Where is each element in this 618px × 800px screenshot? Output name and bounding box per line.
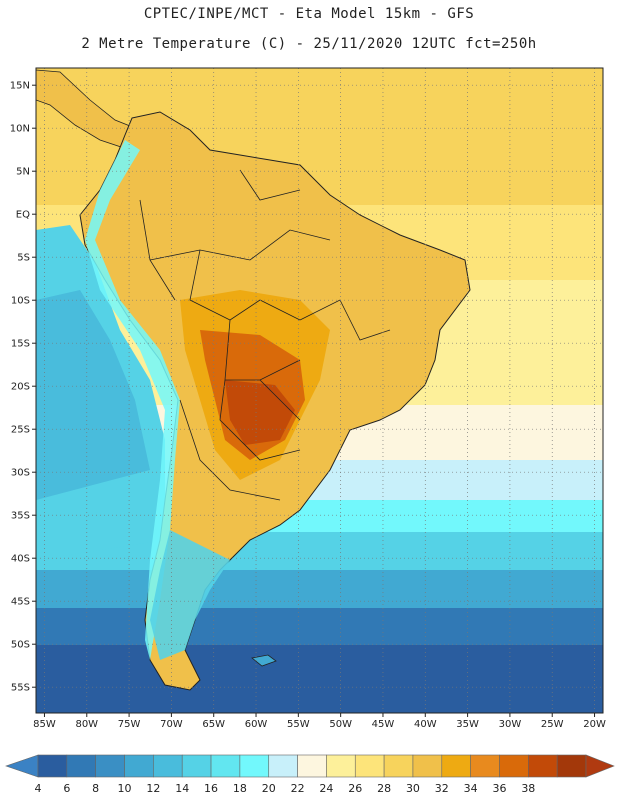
colorbar-segment	[124, 754, 154, 778]
longitude-label: 30W	[499, 719, 522, 730]
colorbar: 4 6 8 10 12 14 16 18 20 22 24 26 28 30 32 34 36 38	[5, 754, 615, 795]
colorbar-label: 8	[92, 782, 99, 795]
colorbar-label: 4	[35, 782, 42, 795]
longitude-label: 20W	[583, 719, 606, 730]
colorbar-label: 20	[262, 782, 276, 795]
colorbar-segment	[95, 754, 125, 778]
hottest-core	[225, 380, 295, 445]
latitude-label: 25S	[11, 425, 30, 436]
latitude-label: 55S	[11, 683, 30, 694]
colorbar-label: 18	[233, 782, 247, 795]
colorbar-segment	[354, 754, 385, 778]
colorbar-label: 28	[377, 782, 391, 795]
pacific-cool-tongue	[36, 290, 150, 500]
colorbar-segment	[297, 754, 327, 778]
longitude-label: 50W	[329, 719, 352, 730]
longitude-label: 85W	[33, 719, 56, 730]
latitude-label: 30S	[11, 468, 30, 479]
colorbar-label: 34	[464, 782, 478, 795]
latitude-label: EQ	[16, 210, 30, 221]
colorbar-segment	[268, 754, 298, 778]
map-title: CPTEC/INPE/MCT - Eta Model 15km - GFS	[143, 6, 475, 22]
longitude-label: 45W	[372, 719, 395, 730]
colorbar-segment	[326, 754, 356, 778]
longitude-label: 60W	[245, 719, 268, 730]
latitude-label: 5S	[17, 253, 30, 264]
colorbar-label: 38	[521, 782, 535, 795]
latitude-label: 15N	[10, 81, 30, 92]
colorbar-segment	[470, 754, 500, 778]
colorbar-label: 30	[406, 782, 420, 795]
colorbar-segment	[528, 754, 558, 778]
latitude-label: 5N	[16, 167, 30, 178]
latitude-label: 45S	[11, 597, 30, 608]
latitude-label: 15S	[11, 339, 30, 350]
latitude-label: 35S	[11, 511, 30, 522]
colorbar-label: 14	[175, 782, 189, 795]
colorbar-segment	[153, 754, 183, 778]
colorbar-label: 16	[204, 782, 218, 795]
longitude-label: 65W	[202, 719, 225, 730]
latitude-label: 10N	[10, 124, 30, 135]
colorbar-label: 10	[118, 782, 132, 795]
colorbar-segment	[37, 754, 68, 778]
colorbar-label: 24	[319, 782, 333, 795]
ocean-band	[36, 570, 603, 615]
latitude-label: 40S	[11, 554, 30, 565]
colorbar-segment	[441, 754, 471, 778]
falkland-islands	[251, 654, 277, 667]
longitude-label: 70W	[160, 719, 183, 730]
colorbar-segment	[412, 754, 443, 778]
colorbar-label: 26	[348, 782, 362, 795]
longitude-axis: 85W 80W 75W 70W 65W 60W 55W 50W 45W 40W 35W 30W 25W 2…	[33, 713, 606, 730]
temperature-map: 15N 10N 5N EQ 5S 10S 15S 20S 25S 30S 35S 40S 45S 50S 5…	[10, 67, 606, 730]
colorbar-segment	[239, 754, 270, 778]
colorbar-segment	[66, 754, 96, 778]
latitude-label: 20S	[11, 382, 30, 393]
longitude-label: 25W	[541, 719, 564, 730]
map-frame	[35, 67, 604, 714]
graticule	[36, 68, 603, 713]
colorbar-segment	[556, 754, 587, 778]
longitude-label: 80W	[75, 719, 98, 730]
colorbar-label: 22	[291, 782, 305, 795]
colorbar-segment	[499, 754, 529, 778]
longitude-label: 35W	[456, 719, 479, 730]
longitude-label: 40W	[414, 719, 437, 730]
colorbar-label: 36	[492, 782, 506, 795]
colorbar-low-arrow	[5, 754, 39, 778]
longitude-label: 75W	[118, 719, 141, 730]
map-subtitle: 2 Metre Temperature (C) - 25/11/2020 12U…	[81, 36, 537, 52]
colorbar-label: 6	[63, 782, 70, 795]
latitude-axis: 15N 10N 5N EQ 5S 10S 15S 20S 25S 30S 35S 40S 45S 50S 5…	[10, 81, 36, 694]
latitude-label: 50S	[11, 640, 30, 651]
longitude-label: 55W	[287, 719, 310, 730]
colorbar-segment	[210, 754, 241, 778]
andes-cool-strip	[85, 140, 180, 660]
patagonia-land	[150, 530, 230, 660]
colorbar-segment	[181, 754, 212, 778]
ocean-band	[36, 645, 603, 713]
colorbar-high-arrow	[585, 754, 615, 778]
latitude-label: 10S	[11, 296, 30, 307]
colorbar-label: 32	[435, 782, 449, 795]
country-borders	[139, 169, 391, 501]
colorbar-label: 12	[146, 782, 160, 795]
colorbar-segment	[383, 754, 414, 778]
